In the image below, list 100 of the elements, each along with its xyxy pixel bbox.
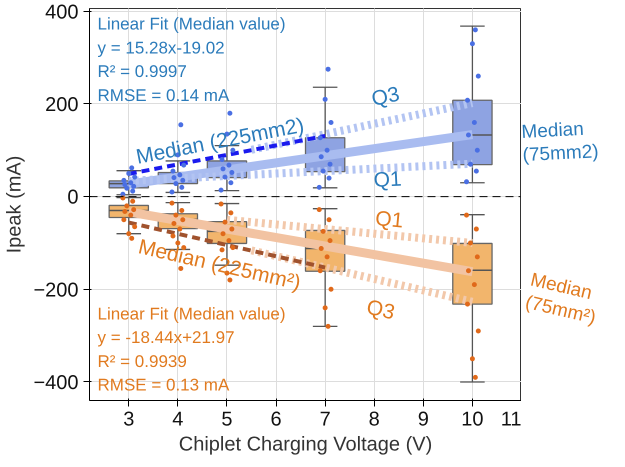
point	[472, 374, 478, 380]
point	[320, 228, 326, 234]
point	[124, 203, 130, 208]
annotation: Q3	[369, 82, 402, 111]
annotation: Linear Fit (Median value) y = -18.44x+21.97 R² = 0.9939 RMSE = 0.13 mA	[98, 304, 286, 394]
point	[476, 328, 481, 334]
point	[474, 168, 479, 174]
point	[328, 162, 333, 167]
point	[220, 231, 226, 236]
point	[474, 148, 480, 153]
point	[316, 184, 322, 190]
point	[468, 240, 473, 246]
y-axis-title: Ipeak (mA)	[3, 156, 26, 254]
point	[229, 170, 234, 176]
point	[324, 254, 330, 260]
y-tick-label: −400	[33, 372, 79, 394]
point	[326, 324, 331, 329]
point	[318, 154, 324, 160]
point	[470, 41, 475, 46]
point	[171, 175, 176, 180]
text: Median (75mm²)	[523, 270, 598, 329]
x-tick-label: 7	[320, 408, 331, 430]
point	[218, 202, 224, 207]
point	[465, 302, 470, 307]
annotation: Linear Fit (Median value) y = 15.28x-19.02 R² = 0.9997 RMSE = 0.14 mA	[98, 14, 286, 105]
point	[173, 212, 178, 218]
point	[171, 221, 176, 226]
point	[220, 157, 225, 162]
point	[173, 181, 178, 186]
point	[472, 120, 477, 125]
point	[169, 200, 174, 206]
point	[169, 189, 174, 194]
point	[180, 217, 186, 222]
annotation: Median (225mm2)	[134, 114, 306, 169]
y-tick-label: 0	[67, 186, 78, 209]
point	[318, 246, 324, 252]
point	[465, 98, 470, 103]
point	[226, 238, 232, 244]
point	[222, 220, 228, 225]
point	[128, 180, 134, 186]
x-tick-label: 6	[270, 408, 282, 430]
point	[122, 208, 128, 214]
x-tick-label: 11	[500, 408, 522, 430]
x-tick-label: 4	[172, 408, 184, 430]
point	[220, 247, 225, 252]
point	[121, 217, 126, 222]
point	[170, 168, 176, 174]
point	[178, 122, 184, 128]
annotation: Median (75mm2)	[520, 118, 600, 166]
point	[322, 305, 328, 310]
point	[222, 174, 228, 180]
point	[131, 207, 136, 212]
point	[131, 184, 136, 189]
point	[128, 212, 134, 218]
point	[122, 182, 128, 188]
point	[466, 132, 471, 138]
point	[126, 231, 132, 236]
annotation: Q3	[364, 296, 397, 324]
point	[177, 226, 182, 232]
point	[218, 188, 224, 193]
x-tick-label: 9	[418, 408, 429, 430]
point	[474, 226, 479, 232]
point	[326, 176, 332, 181]
point	[326, 66, 331, 72]
point	[230, 245, 236, 250]
annotation: Q1	[374, 207, 404, 233]
y-tick-label: 200	[45, 94, 79, 116]
point	[326, 217, 332, 222]
point	[227, 110, 232, 116]
point	[124, 186, 130, 191]
point	[228, 180, 234, 186]
point	[468, 162, 473, 167]
point	[129, 236, 134, 241]
point	[179, 184, 184, 190]
point	[470, 356, 475, 362]
point	[466, 268, 471, 274]
point	[316, 207, 322, 212]
point	[474, 254, 480, 260]
point	[129, 165, 134, 170]
point	[121, 178, 126, 183]
point	[220, 166, 226, 172]
point	[328, 286, 334, 292]
x-tick-label: 8	[368, 408, 380, 430]
point	[170, 234, 176, 239]
x-tick-label: 3	[123, 408, 134, 430]
y-tick-label: −200	[33, 279, 79, 302]
point	[180, 178, 186, 183]
point	[226, 162, 232, 168]
x-axis-title: Chiplet Charging Voltage (V)	[178, 434, 432, 456]
point	[179, 208, 184, 214]
point	[177, 172, 182, 178]
point	[228, 210, 234, 216]
point	[318, 135, 323, 140]
point	[132, 174, 138, 180]
point	[322, 96, 328, 102]
point	[464, 212, 470, 218]
x-tick-label: 5	[221, 408, 233, 430]
point	[464, 179, 470, 184]
point	[328, 238, 333, 244]
point	[318, 268, 323, 274]
